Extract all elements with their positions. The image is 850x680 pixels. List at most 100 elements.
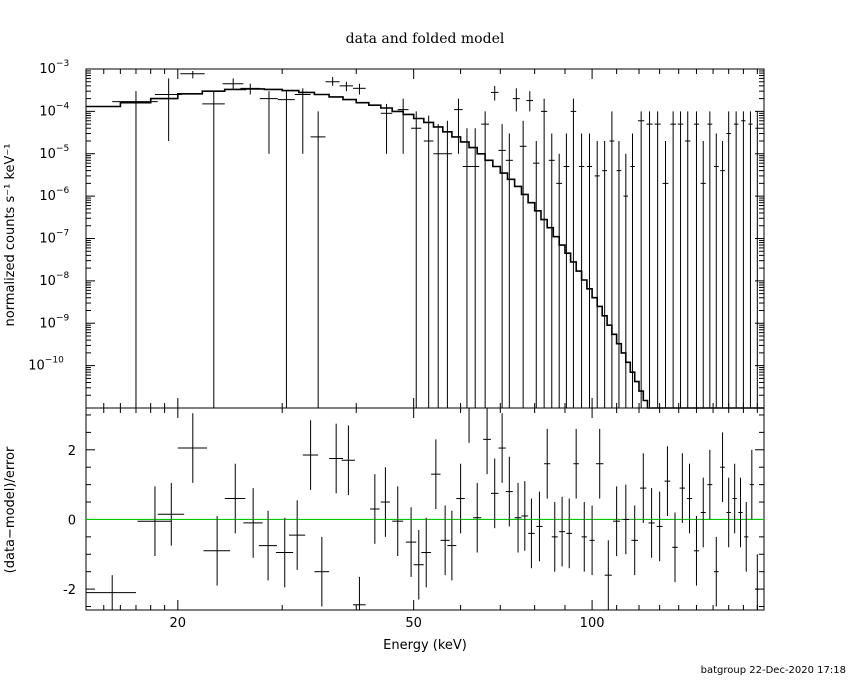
data-point <box>505 133 513 408</box>
x-tick-label: 20 <box>170 616 187 631</box>
data-point <box>556 153 563 408</box>
residual-point <box>755 554 760 610</box>
residual-point <box>392 486 404 557</box>
data-point <box>352 83 366 95</box>
data-point <box>677 111 684 408</box>
data-point <box>646 111 653 408</box>
bottom-x-axis-ticks: 20 50 100 <box>85 408 758 631</box>
data-point <box>481 111 490 408</box>
data-point <box>259 91 278 154</box>
y-tick-label: -2 <box>63 583 76 598</box>
residual-point <box>243 488 263 558</box>
residual-point <box>749 449 754 520</box>
residual-point <box>405 507 417 577</box>
residual-point <box>713 536 719 607</box>
residual-point <box>137 486 172 557</box>
y-tick-label: 10−8 <box>39 271 69 289</box>
data-point <box>498 124 506 408</box>
data-point <box>277 91 295 408</box>
residual-point <box>528 498 535 569</box>
residual-point <box>536 491 543 562</box>
residual-point <box>589 505 595 576</box>
residual-point <box>707 449 713 520</box>
data-point <box>741 111 746 408</box>
data-point <box>423 115 434 408</box>
folded-model <box>86 88 764 409</box>
data-point <box>623 153 629 408</box>
residual-point <box>613 486 621 557</box>
residual-point <box>370 474 380 544</box>
data-point <box>202 91 225 408</box>
residual-point <box>177 413 207 483</box>
data-point <box>602 140 608 408</box>
residual-point <box>595 428 604 499</box>
y-tick-label: 10−6 <box>39 186 69 204</box>
residual-point <box>679 453 686 523</box>
footer-credit: batgroup 22-Dec-2020 17:18 <box>701 665 846 676</box>
residual-point <box>473 482 482 553</box>
data-point <box>733 111 739 408</box>
spectrum-data <box>112 70 760 408</box>
residual-point <box>464 407 474 443</box>
model-step-line <box>86 88 764 409</box>
residual-point <box>421 517 432 588</box>
bottom-plot-frame <box>85 407 765 611</box>
residual-point <box>604 540 612 610</box>
x-axis-label: Energy (keV) <box>383 638 467 653</box>
residual-point <box>224 463 246 534</box>
data-point <box>397 98 409 154</box>
data-point <box>112 91 158 408</box>
data-point <box>462 128 472 408</box>
residual-point <box>648 488 655 558</box>
data-point <box>755 111 760 408</box>
y-tick-label: 0 <box>68 513 76 528</box>
data-point <box>726 111 731 408</box>
data-point <box>471 128 480 408</box>
y-tick-label: 2 <box>68 444 76 459</box>
residual-point <box>726 477 731 548</box>
top-panel: 10−10 10−9 10−8 10−7 10−6 10−5 10−4 10−3 <box>28 59 765 409</box>
residual-point <box>700 477 706 548</box>
data-point <box>563 133 570 408</box>
x-tick-label: 50 <box>405 616 422 631</box>
data-point <box>433 124 443 408</box>
data-point <box>707 111 713 408</box>
data-point <box>454 98 463 154</box>
residual-point <box>544 428 551 499</box>
y-tick-label: 10−9 <box>39 313 69 331</box>
data-point <box>222 78 244 90</box>
data-point <box>630 133 635 408</box>
top-y-axis-ticks: 10−10 10−9 10−8 10−7 10−6 10−5 10−4 10−3 <box>28 59 764 409</box>
residual-point <box>314 536 330 607</box>
residual-point <box>157 482 185 546</box>
residual-point <box>258 510 277 581</box>
data-point <box>512 88 520 112</box>
residual-point <box>413 529 424 600</box>
data-point <box>670 111 676 408</box>
residual-point <box>559 496 565 567</box>
data-point <box>294 88 311 154</box>
residual-point <box>514 482 522 553</box>
y-tick-label: 10−5 <box>39 144 69 162</box>
data-point <box>616 140 622 408</box>
data-point <box>442 120 452 408</box>
data-point <box>609 111 615 408</box>
y-tick-label: 10−3 <box>39 59 69 77</box>
residual-point <box>672 512 678 583</box>
data-point <box>380 103 393 154</box>
y-tick-label: 10−4 <box>39 101 69 119</box>
y-tick-label: 10−10 <box>28 356 64 374</box>
residual-point <box>447 510 457 581</box>
data-point <box>662 140 669 408</box>
residual-point <box>664 446 671 516</box>
residual-point <box>521 481 529 551</box>
residual-data <box>86 407 760 610</box>
y-tick-label: 10−7 <box>39 229 69 247</box>
residual-point <box>483 408 491 475</box>
residual-point <box>686 463 693 534</box>
chart-title: data and folded model <box>346 31 505 47</box>
data-point <box>748 111 753 408</box>
residual-point <box>732 463 737 534</box>
residual-point <box>622 484 630 555</box>
